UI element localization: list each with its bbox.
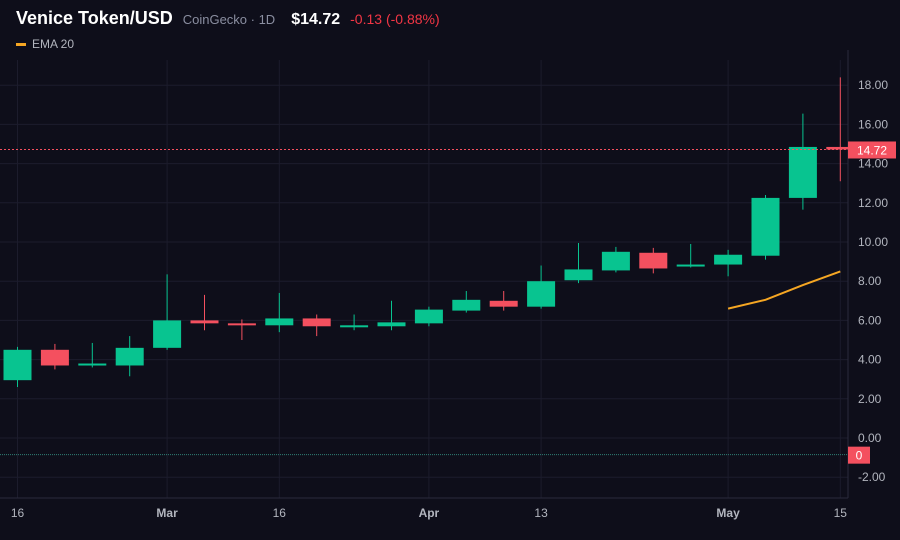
chart-header: Venice Token/USD CoinGecko · 1D $14.72 -… xyxy=(16,8,440,29)
candle xyxy=(714,249,743,277)
candle-body xyxy=(265,318,294,326)
candle xyxy=(414,306,443,327)
candle-body xyxy=(751,197,780,256)
candle xyxy=(3,346,32,388)
candle xyxy=(639,247,668,274)
x-tick-label: 16 xyxy=(273,506,287,520)
symbol-title[interactable]: Venice Token/USD xyxy=(16,8,173,28)
candle-body xyxy=(714,254,743,265)
candle xyxy=(489,291,518,311)
candle xyxy=(452,291,481,313)
x-tick-label: Apr xyxy=(419,506,440,520)
y-tick-label: 18.00 xyxy=(858,78,888,92)
y-tick-label: 16.00 xyxy=(858,117,888,131)
candle-body xyxy=(190,320,219,324)
legend-ema-label: EMA 20 xyxy=(32,37,75,51)
volume-axis-label-bg xyxy=(848,446,870,464)
candle xyxy=(227,319,256,340)
volume-axis-label: 0 xyxy=(856,449,863,463)
y-tick-label: 10.00 xyxy=(858,235,888,249)
candle-body xyxy=(601,251,630,271)
candle-body xyxy=(527,281,556,307)
source-interval: CoinGecko · 1D xyxy=(182,12,276,27)
candle xyxy=(40,343,69,370)
candle-body xyxy=(639,252,668,269)
price-axis-label: 14.72 xyxy=(857,143,887,157)
candle-body xyxy=(340,325,369,328)
candle-body xyxy=(115,347,144,366)
candle xyxy=(788,113,817,210)
candle-body xyxy=(414,309,443,324)
x-tick-label: Mar xyxy=(156,506,178,520)
candle-body xyxy=(676,264,705,267)
candle xyxy=(564,242,593,284)
candle xyxy=(115,336,144,377)
candle-body xyxy=(564,269,593,281)
price-axis-label-bg xyxy=(848,141,896,159)
candle-body xyxy=(452,299,481,311)
y-tick-label: -2.00 xyxy=(858,470,886,484)
candle-body xyxy=(3,349,32,381)
y-tick-label: 4.00 xyxy=(858,353,882,367)
candle xyxy=(826,77,855,182)
candle xyxy=(265,292,294,333)
candle xyxy=(340,314,369,331)
y-tick-label: 0.00 xyxy=(858,431,882,445)
x-tick-label: 13 xyxy=(534,506,548,520)
candle xyxy=(601,246,630,273)
candle-body xyxy=(227,323,256,326)
candle xyxy=(78,342,107,368)
x-tick-label: 15 xyxy=(834,506,848,520)
candle-body xyxy=(78,363,107,366)
candle xyxy=(190,294,219,331)
last-price: $14.72 xyxy=(291,11,341,28)
candle-body xyxy=(302,318,331,327)
candle xyxy=(377,300,406,331)
legend[interactable]: EMA 20 xyxy=(16,37,74,51)
y-tick-label: 2.00 xyxy=(858,392,882,406)
price-change: -0.13 (-0.88%) xyxy=(350,11,440,27)
ema-line xyxy=(727,270,841,310)
candle-body xyxy=(489,300,518,307)
candle xyxy=(676,243,705,268)
ema-swatch xyxy=(16,42,26,46)
candle-body xyxy=(377,322,406,327)
candle-body xyxy=(40,349,69,366)
x-tick-label: May xyxy=(716,506,740,520)
candle xyxy=(153,274,182,350)
candle-body xyxy=(826,146,855,150)
y-tick-label: 12.00 xyxy=(858,196,888,210)
candle xyxy=(302,314,331,337)
candle xyxy=(751,194,780,260)
candle-body xyxy=(788,146,817,198)
y-tick-label: 14.00 xyxy=(858,157,888,171)
y-tick-label: 8.00 xyxy=(858,274,882,288)
candle xyxy=(527,265,556,309)
candle-body xyxy=(153,320,182,348)
x-tick-label: 16 xyxy=(11,506,25,520)
y-tick-label: 6.00 xyxy=(858,313,882,327)
